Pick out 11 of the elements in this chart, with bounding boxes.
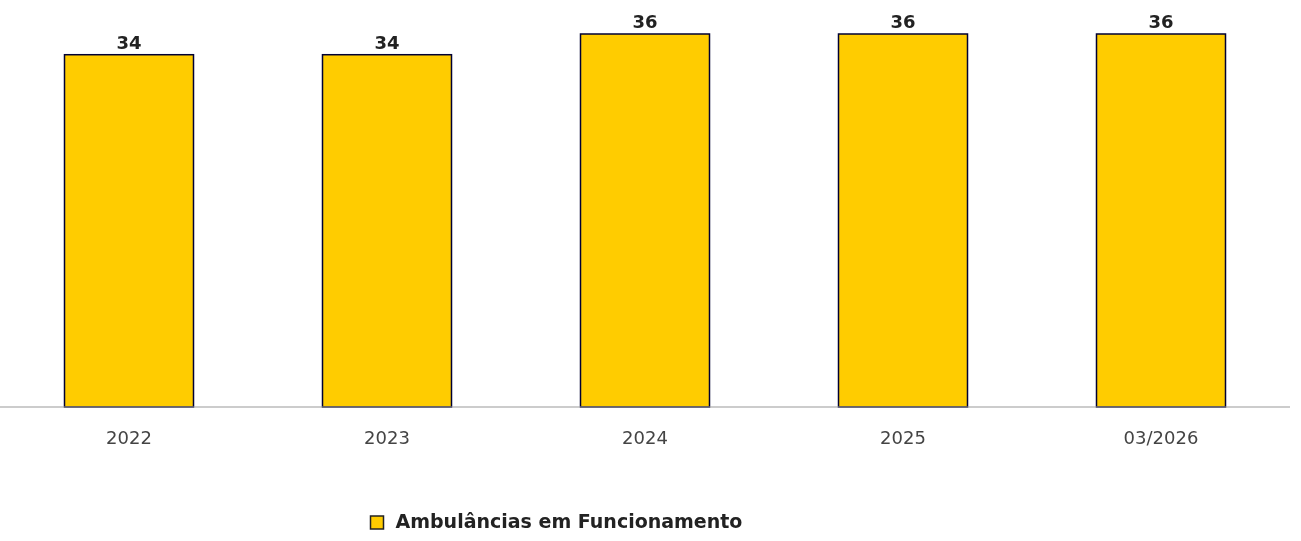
- data-label: 36: [890, 11, 916, 32]
- x-tick-label: 03/2026: [1123, 427, 1199, 448]
- data-label: 36: [1148, 11, 1174, 32]
- x-tick-label: 2023: [364, 427, 410, 448]
- x-tick-label: 2024: [622, 427, 668, 448]
- x-tick-label: 2025: [880, 427, 926, 448]
- legend-label: Ambulâncias em Funcionamento: [395, 510, 743, 532]
- data-label: 34: [374, 31, 400, 53]
- data-label: 34: [116, 31, 142, 53]
- data-label: 36: [632, 11, 658, 32]
- x-tick-label: 2022: [106, 427, 152, 448]
